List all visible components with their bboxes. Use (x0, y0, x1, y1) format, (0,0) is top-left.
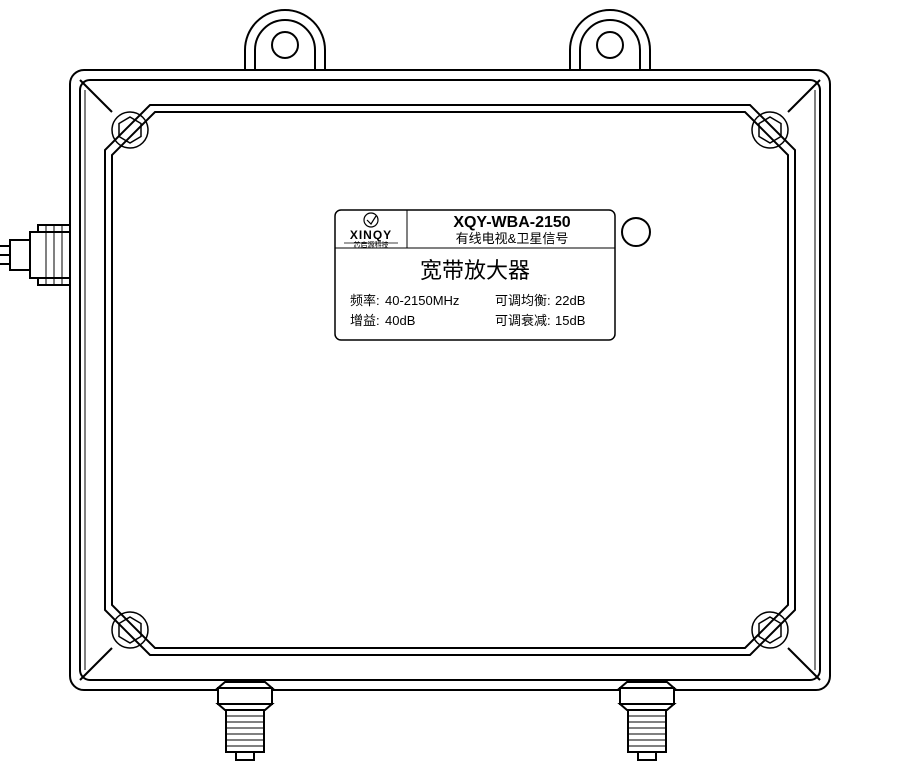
model-number: XQY-WBA-2150 (453, 214, 570, 231)
device-diagram: XINQY 芯启源科技 XQY-WBA-2150 有线电视&卫星信号 宽带放大器… (0, 0, 905, 763)
spec-eq-key: 可调均衡: (495, 293, 551, 308)
brand-name: XINQY (350, 228, 392, 242)
brand-subtitle: 芯启源科技 (354, 240, 389, 249)
mount-tab-left (245, 10, 325, 70)
spec-att-val: 15dB (555, 313, 585, 328)
bottom-connector-right (620, 682, 674, 760)
main-title: 宽带放大器 (420, 258, 530, 283)
label-panel: XINQY 芯启源科技 XQY-WBA-2150 有线电视&卫星信号 宽带放大器… (335, 210, 615, 340)
label-subtitle: 有线电视&卫星信号 (456, 231, 569, 246)
spec-eq-val: 22dB (555, 293, 585, 308)
spec-freq-key: 频率: (350, 293, 380, 308)
spec-gain-key: 增益: (350, 313, 380, 328)
spec-gain-val: 40dB (385, 313, 415, 328)
spec-att-key: 可调衰减: (495, 313, 551, 328)
left-connector (0, 225, 70, 285)
enclosure-body (70, 70, 830, 690)
bottom-connector-left (218, 682, 272, 760)
spec-freq-val: 40-2150MHz (385, 293, 459, 308)
mount-tab-right (570, 10, 650, 70)
